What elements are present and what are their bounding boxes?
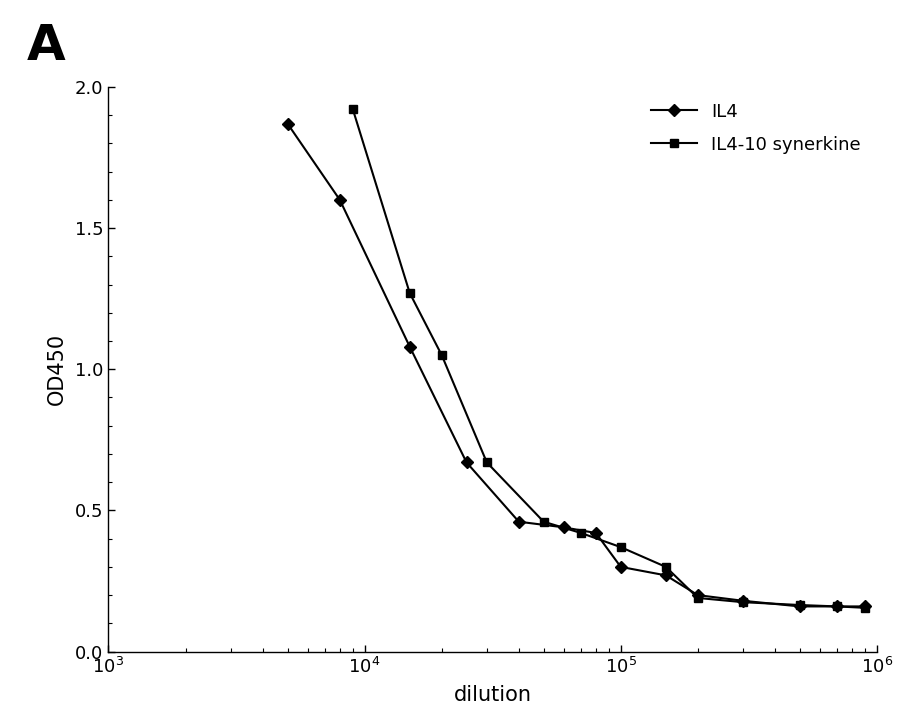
X-axis label: dilution: dilution (453, 685, 531, 705)
IL4-10 synerkine (660, 563, 671, 571)
IL4-10 synerkine (537, 518, 548, 526)
IL4-10 synerkine (481, 458, 492, 467)
Line: IL4-10 synerkine: IL4-10 synerkine (349, 105, 869, 612)
IL4 (794, 602, 805, 611)
IL4 (513, 518, 524, 526)
IL4-10 synerkine (575, 529, 586, 537)
IL4-10 synerkine (794, 601, 805, 610)
IL4 (590, 529, 600, 537)
IL4-10 synerkine (347, 105, 358, 114)
IL4-10 synerkine (404, 289, 414, 298)
IL4-10 synerkine (615, 543, 626, 552)
IL4 (859, 602, 870, 611)
IL4 (692, 591, 703, 599)
Y-axis label: OD450: OD450 (47, 333, 67, 405)
IL4-10 synerkine (737, 598, 748, 607)
IL4 (737, 597, 748, 605)
IL4 (660, 571, 671, 580)
IL4 (558, 523, 569, 531)
IL4-10 synerkine (859, 604, 870, 613)
IL4 (334, 195, 345, 204)
IL4 (404, 342, 414, 351)
IL4-10 synerkine (831, 602, 842, 611)
IL4 (282, 119, 293, 128)
IL4-10 synerkine (436, 351, 447, 360)
IL4-10 synerkine (692, 594, 703, 602)
Line: IL4: IL4 (283, 119, 869, 610)
IL4 (615, 563, 626, 571)
Legend: IL4, IL4-10 synerkine: IL4, IL4-10 synerkine (644, 96, 867, 161)
IL4 (831, 602, 842, 611)
IL4 (461, 458, 471, 467)
Text: A: A (27, 22, 66, 70)
